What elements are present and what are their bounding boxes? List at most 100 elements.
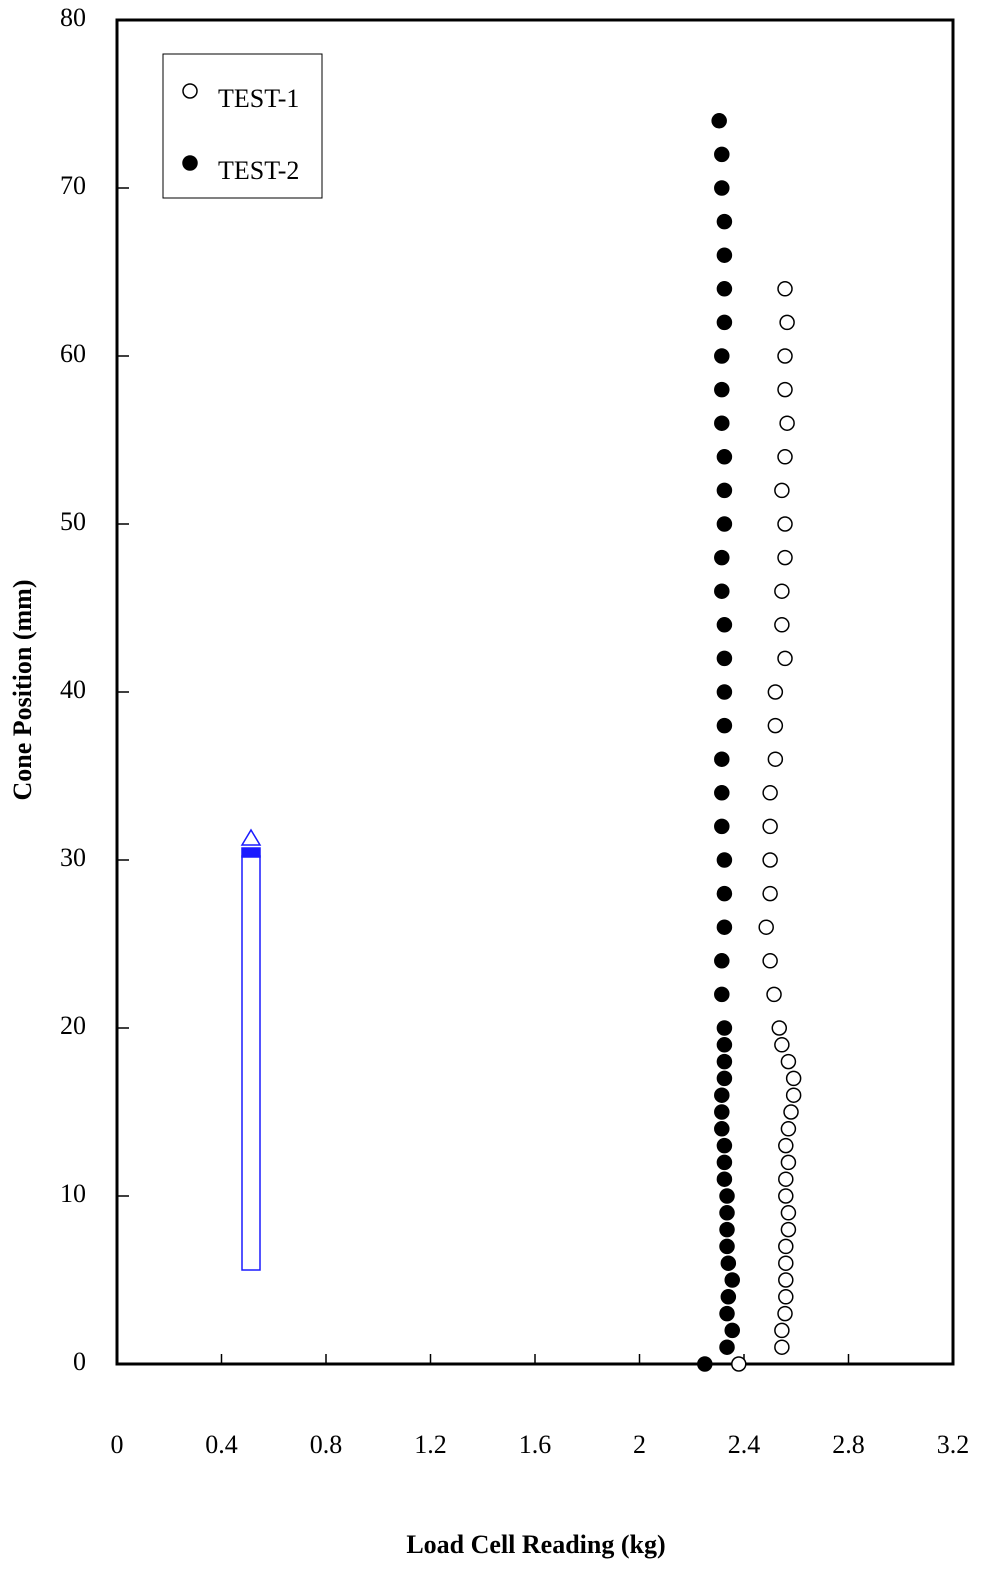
x-tick-label: 1.6 [519, 1430, 552, 1459]
point [778, 349, 792, 363]
point [759, 920, 773, 934]
point [775, 1340, 789, 1354]
point [763, 786, 777, 800]
point [763, 853, 777, 867]
point [779, 1189, 793, 1203]
point [767, 987, 781, 1001]
point [768, 752, 782, 766]
point [778, 450, 792, 464]
point [717, 618, 731, 632]
point [725, 1323, 739, 1337]
point [768, 719, 782, 733]
y-tick-label: 0 [73, 1347, 86, 1376]
point [717, 315, 731, 329]
point [784, 1105, 798, 1119]
point [720, 1223, 734, 1237]
point [763, 954, 777, 968]
point [780, 315, 794, 329]
point [732, 1357, 746, 1371]
point [717, 719, 731, 733]
point [779, 1239, 793, 1253]
x-tick-label: 0.8 [310, 1430, 343, 1459]
point [720, 1206, 734, 1220]
x-tick-label: 2 [633, 1430, 646, 1459]
point [775, 584, 789, 598]
point [715, 383, 729, 397]
point [772, 1021, 786, 1035]
point [787, 1088, 801, 1102]
point [778, 651, 792, 665]
point [715, 416, 729, 430]
point [717, 517, 731, 531]
point [717, 1038, 731, 1052]
point [717, 887, 731, 901]
point [775, 483, 789, 497]
point [775, 1038, 789, 1052]
x-tick-label: 2.4 [728, 1430, 761, 1459]
point [717, 1055, 731, 1069]
point [717, 1071, 731, 1085]
x-tick-label: 1.2 [414, 1430, 447, 1459]
point [720, 1189, 734, 1203]
y-tick-label: 10 [60, 1179, 86, 1208]
point [717, 853, 731, 867]
point [715, 1122, 729, 1136]
x-axis-label: Load Cell Reading (kg) [406, 1530, 665, 1559]
point [715, 752, 729, 766]
x-tick-label: 0.4 [205, 1430, 238, 1459]
point [717, 282, 731, 296]
point [717, 685, 731, 699]
point [717, 1155, 731, 1169]
point [779, 1273, 793, 1287]
point [698, 1357, 712, 1371]
point [715, 584, 729, 598]
point [715, 1088, 729, 1102]
point [720, 1239, 734, 1253]
point [717, 483, 731, 497]
point [721, 1256, 735, 1270]
point [778, 383, 792, 397]
y-tick-label: 30 [60, 843, 86, 872]
point [717, 1139, 731, 1153]
point [721, 1290, 735, 1304]
point [715, 819, 729, 833]
point [725, 1273, 739, 1287]
y-tick-label: 70 [60, 171, 86, 200]
legend-label: TEST-1 [218, 84, 299, 113]
y-tick-label: 80 [60, 3, 86, 32]
point [778, 1307, 792, 1321]
y-tick-label: 20 [60, 1011, 86, 1040]
point [717, 248, 731, 262]
point [781, 1055, 795, 1069]
y-axis-label: Cone Position (mm) [8, 580, 37, 801]
point [779, 1256, 793, 1270]
point [781, 1206, 795, 1220]
point [715, 181, 729, 195]
point [715, 987, 729, 1001]
point [720, 1307, 734, 1321]
point [779, 1172, 793, 1186]
point [717, 1172, 731, 1186]
point [778, 551, 792, 565]
point [781, 1155, 795, 1169]
point [715, 786, 729, 800]
point [779, 1139, 793, 1153]
point [717, 450, 731, 464]
point [717, 651, 731, 665]
point [712, 114, 726, 128]
legend-marker [183, 84, 197, 98]
legend-marker [183, 156, 197, 170]
point [717, 215, 731, 229]
point [778, 282, 792, 296]
point [717, 920, 731, 934]
x-tick-label: 2.8 [832, 1430, 865, 1459]
point [775, 618, 789, 632]
point [715, 551, 729, 565]
point [787, 1071, 801, 1085]
point [717, 1021, 731, 1035]
legend-label: TEST-2 [218, 156, 299, 185]
point [763, 819, 777, 833]
point [715, 1105, 729, 1119]
cone-drawing [242, 830, 260, 1270]
point [780, 416, 794, 430]
